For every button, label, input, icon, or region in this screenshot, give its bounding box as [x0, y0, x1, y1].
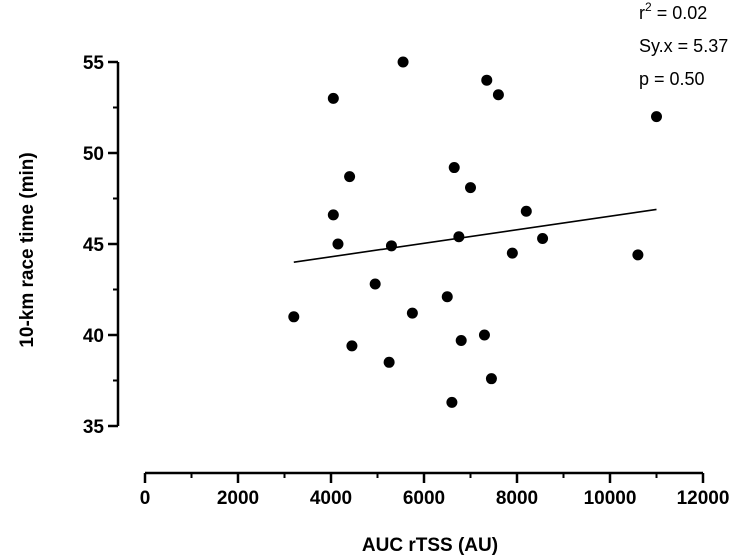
data-point	[465, 182, 476, 194]
y-axis-title: 10-km race time (min)	[17, 152, 38, 347]
syx-label: Sy.x = 5.37	[639, 36, 728, 56]
data-point	[441, 291, 453, 303]
data-point	[344, 171, 356, 183]
data-point	[385, 240, 397, 252]
regression-line-group	[293, 208, 657, 263]
x-tick-label: 2000	[217, 488, 259, 509]
data-point	[406, 307, 418, 319]
data-point	[332, 238, 344, 250]
data-point	[327, 92, 339, 104]
y-tick-label: 35	[83, 417, 105, 438]
r-squared-value: = 0.02	[652, 3, 708, 23]
data-point	[520, 205, 532, 217]
data-point	[288, 311, 300, 323]
data-point	[478, 329, 490, 341]
x-tick-label: 0	[140, 488, 151, 509]
y-axis: 35 40 45 50 55	[83, 53, 120, 438]
y-tick-label: 55	[83, 53, 105, 74]
r-squared-prefix: r	[639, 3, 645, 23]
x-tick-label: 10000	[584, 488, 637, 509]
data-point	[651, 111, 662, 123]
y-tick-label: 50	[83, 144, 104, 165]
x-tick-label: 6000	[403, 488, 445, 509]
data-point	[327, 209, 339, 221]
data-point	[453, 231, 465, 243]
data-point	[537, 233, 549, 245]
x-axis: 0 2000 4000 6000 8000 10000 12000	[140, 471, 730, 509]
r-squared-superscript: 2	[645, 0, 652, 14]
data-point	[492, 89, 504, 101]
data-point	[632, 249, 644, 261]
data-point	[506, 247, 518, 259]
data-point	[346, 340, 358, 352]
x-tick-label: 4000	[310, 488, 352, 509]
data-point	[448, 162, 460, 174]
data-point	[455, 334, 467, 346]
regression-line	[293, 208, 657, 263]
x-tick-label: 12000	[677, 488, 730, 509]
stats-annotation: r2 = 0.02 Sy.x = 5.37 p = 0.50	[639, 0, 728, 89]
y-tick-label: 45	[83, 235, 105, 256]
data-point	[383, 356, 395, 368]
r-squared-label: r2 = 0.02	[639, 0, 707, 23]
data-point	[446, 396, 458, 408]
x-tick-label: 8000	[496, 488, 538, 509]
data-point	[369, 278, 381, 290]
data-point	[397, 56, 409, 68]
data-points	[288, 56, 662, 408]
p-value-label: p = 0.50	[639, 69, 705, 89]
y-tick-label: 40	[83, 326, 104, 347]
x-axis-title: AUC rTSS (AU)	[362, 535, 498, 556]
data-point	[485, 373, 497, 385]
data-point	[481, 74, 493, 86]
